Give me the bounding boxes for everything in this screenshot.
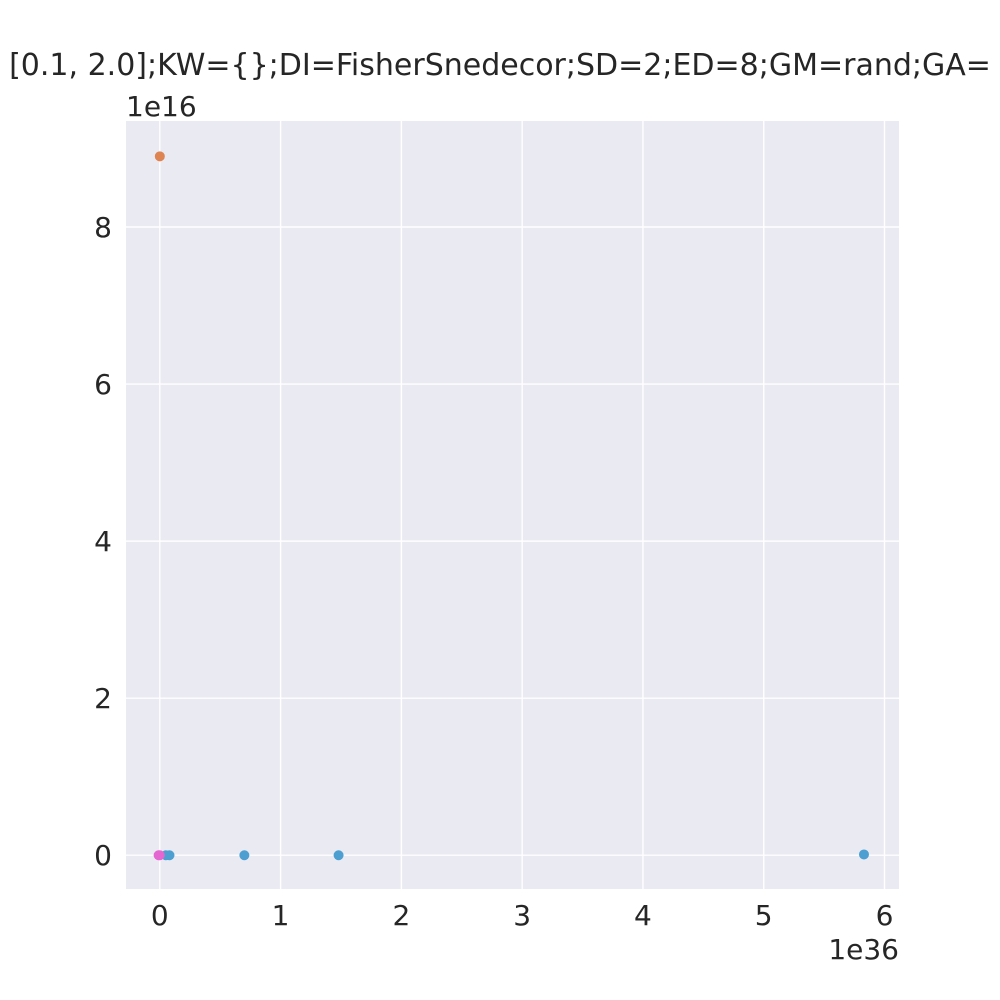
y-tick-label: 2 [94,682,112,715]
plot-area [126,121,899,889]
y-axis-offset-label: 1e16 [126,90,197,123]
data-point [164,850,175,861]
x-tick-label: 4 [634,899,652,932]
y-tick-label: 8 [94,211,112,244]
data-point [333,850,344,861]
grid-lines [126,121,899,889]
x-axis-ticks: 0 1 2 3 4 5 6 [151,899,894,932]
x-tick-label: 1 [272,899,290,932]
y-tick-label: 6 [94,368,112,401]
y-axis-ticks: 0 2 4 6 8 [94,211,112,872]
x-tick-label: 3 [513,899,531,932]
data-point [154,850,165,861]
data-point [858,849,869,860]
data-points [153,151,869,861]
x-tick-label: 5 [755,899,773,932]
data-point [154,151,165,162]
y-tick-label: 4 [94,525,112,558]
y-tick-label: 0 [94,839,112,872]
x-axis-offset-label: 1e36 [828,933,899,966]
x-tick-label: 0 [151,899,169,932]
x-tick-label: 2 [392,899,410,932]
x-tick-label: 6 [876,899,894,932]
chart-title: [0.1, 2.0];KW={};DI=FisherSnedecor;SD=2;… [9,48,991,83]
data-point [239,850,250,861]
